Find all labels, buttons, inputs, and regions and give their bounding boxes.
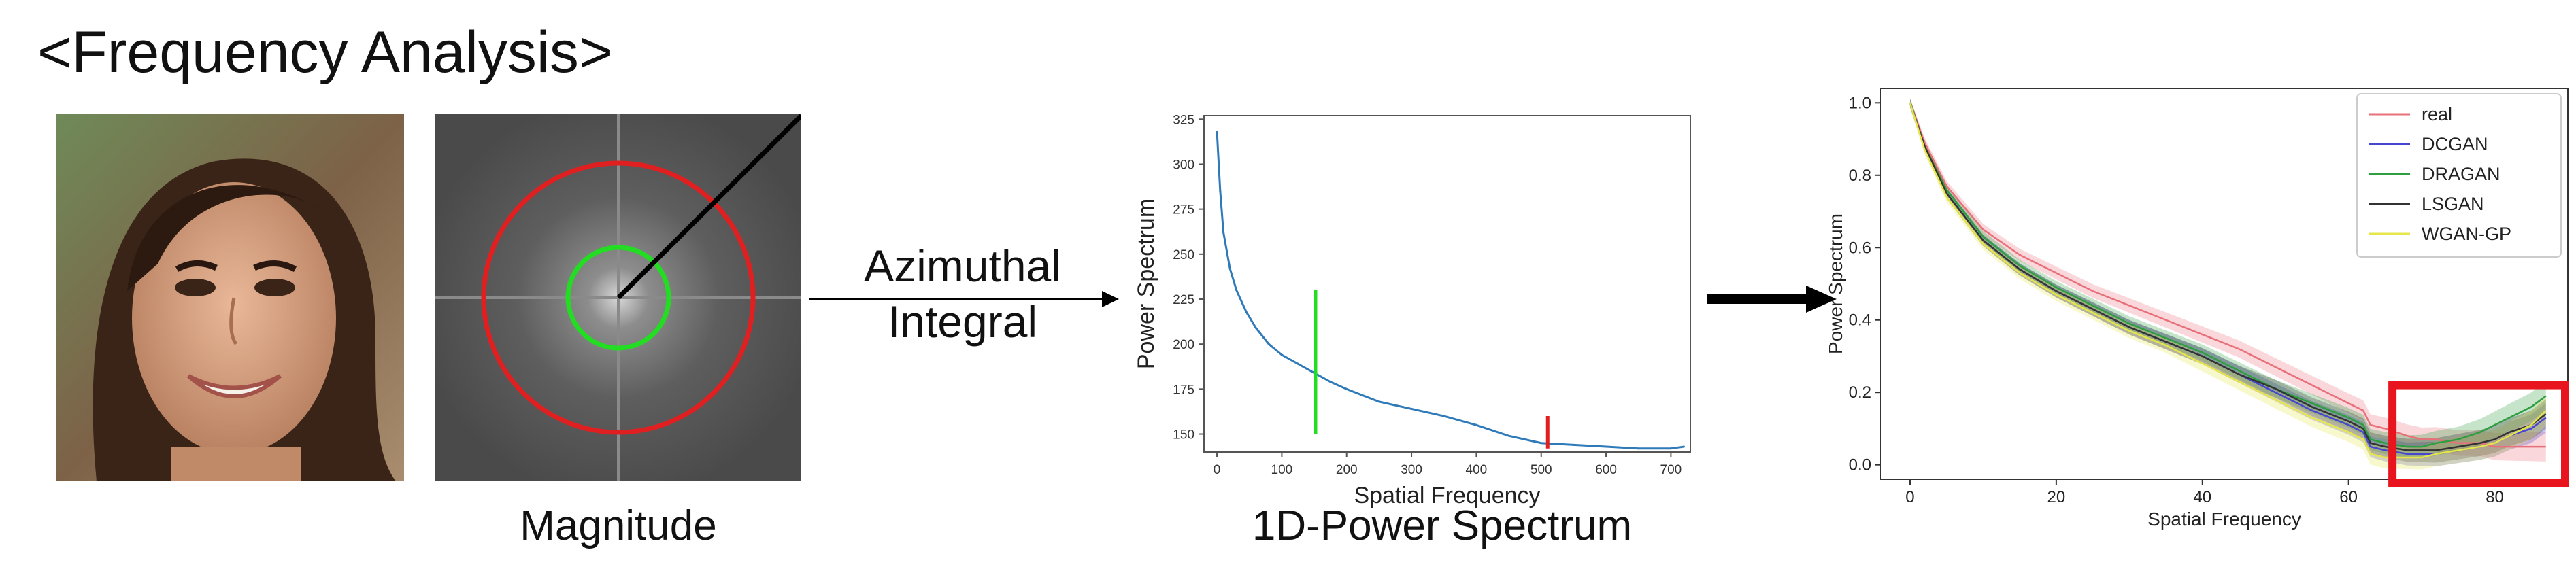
result-arrow (1707, 286, 1837, 313)
series-line-lsgan (1909, 102, 2547, 451)
x-axis-label: Spatial Frequency (2147, 508, 2301, 530)
spectrum-point (1280, 353, 1283, 356)
highlight-box (2388, 381, 2570, 487)
spectrum-point (1245, 311, 1248, 313)
legend-label: real (2422, 104, 2452, 124)
inner-frequency-circle (565, 245, 671, 351)
y-tick-label: 0.6 (1849, 239, 1871, 257)
legend-box (2356, 93, 2562, 258)
series-band (1909, 98, 2546, 466)
radius-line (616, 114, 801, 300)
azimuthal-integral-label: Azimuthal Integral (816, 238, 1109, 349)
y-tick-label: 250 (1173, 248, 1194, 262)
spectrum-point (1605, 445, 1607, 448)
face-photo (56, 114, 404, 481)
spectrum-point (1329, 381, 1332, 383)
power-spectrum-caption: 1D-Power Spectrum (1252, 502, 1633, 549)
y-tick-label: 0.4 (1849, 311, 1871, 330)
y-axis-label: Power Spectrum (1825, 213, 1846, 354)
spectrum-point (1267, 343, 1270, 345)
x-tick-label: 500 (1530, 463, 1552, 477)
legend-label: DRAGAN (2422, 164, 2500, 184)
azimuthal-arrow (809, 291, 1119, 307)
spectrum-point (1475, 423, 1477, 426)
spectrum-point (1377, 400, 1380, 403)
y-tick-label: 0.2 (1849, 383, 1871, 402)
x-tick-label: 200 (1336, 463, 1358, 477)
x-tick-label: 80 (2486, 488, 2504, 506)
legend-label: DCGAN (2422, 134, 2488, 154)
arrow-label-line1: Azimuthal (864, 241, 1061, 291)
fft-magnitude-image (435, 114, 801, 481)
x-tick-label: 40 (2193, 488, 2211, 506)
y-tick-label: 0.0 (1849, 456, 1871, 474)
y-tick-label: 0.8 (1849, 167, 1871, 185)
page-title: <Frequency Analysis> (37, 20, 614, 85)
x-tick-label: 0 (1905, 488, 1914, 506)
x-tick-label: 20 (2047, 488, 2066, 506)
y-tick-label: 1.0 (1849, 94, 1871, 112)
spectrum-point (1222, 231, 1225, 234)
y-tick-label: 225 (1173, 293, 1194, 307)
spectrum-point (1219, 190, 1222, 192)
spectrum-point (1507, 434, 1510, 437)
arrow-label-line2: Integral (887, 296, 1038, 347)
y-tick-label: 175 (1173, 383, 1194, 397)
x-tick-label: 700 (1660, 463, 1682, 477)
y-axis-label: Power Spectrum (1133, 198, 1159, 369)
spectrum-point (1297, 362, 1299, 365)
spectrum-point (1443, 415, 1445, 417)
spectrum-point (1637, 447, 1640, 450)
series-line-dragan (1909, 102, 2547, 448)
fft-magnitude-panel (435, 114, 801, 481)
x-tick-label: 600 (1595, 463, 1617, 477)
spectrum-point (1235, 289, 1238, 292)
series-line-wgan-gp (1909, 102, 2547, 459)
magnitude-caption: Magnitude (520, 502, 717, 549)
spectrum-point (1410, 407, 1413, 410)
face-illustration (56, 114, 404, 481)
spectrum-point (1669, 447, 1672, 450)
spectrum-point (1682, 445, 1685, 448)
spectrum-point (1254, 326, 1257, 329)
series-band (1909, 98, 2546, 459)
y-tick-label: 275 (1173, 203, 1194, 218)
spectrum-point (1572, 443, 1575, 446)
y-tick-label: 200 (1173, 338, 1194, 352)
legend-label: LSGAN (2422, 194, 2484, 214)
x-tick-label: 400 (1466, 463, 1488, 477)
legend-label: WGAN-GP (2422, 224, 2511, 244)
x-tick-label: 60 (2339, 488, 2358, 506)
x-tick-label: 100 (1271, 463, 1293, 477)
spectrum-point (1345, 387, 1348, 390)
gan-comparison-chart: 0 20 40 60 80 0.0 0.2 0.4 0.6 0.8 1.0 Spatial Frequ… (1825, 88, 2570, 530)
x-tick-label: 0 (1214, 463, 1221, 477)
plot-frame (1203, 115, 1691, 453)
spectrum-point (1228, 267, 1231, 270)
spectrum-line (1216, 131, 1684, 450)
spectrum-point (1216, 131, 1218, 133)
x-axis-label: Spatial Frequency (1354, 483, 1540, 508)
spectrum-point (1540, 442, 1543, 445)
y-tick-label: 325 (1173, 113, 1194, 127)
y-tick-label: 150 (1173, 428, 1194, 443)
power-spectrum-chart: 0 100 200 300 400 500 600 700 150 175 200 225 250 275… (1133, 113, 1691, 508)
x-tick-label: 300 (1401, 463, 1422, 477)
y-tick-label: 300 (1173, 158, 1194, 172)
outer-frequency-circle (481, 160, 756, 435)
